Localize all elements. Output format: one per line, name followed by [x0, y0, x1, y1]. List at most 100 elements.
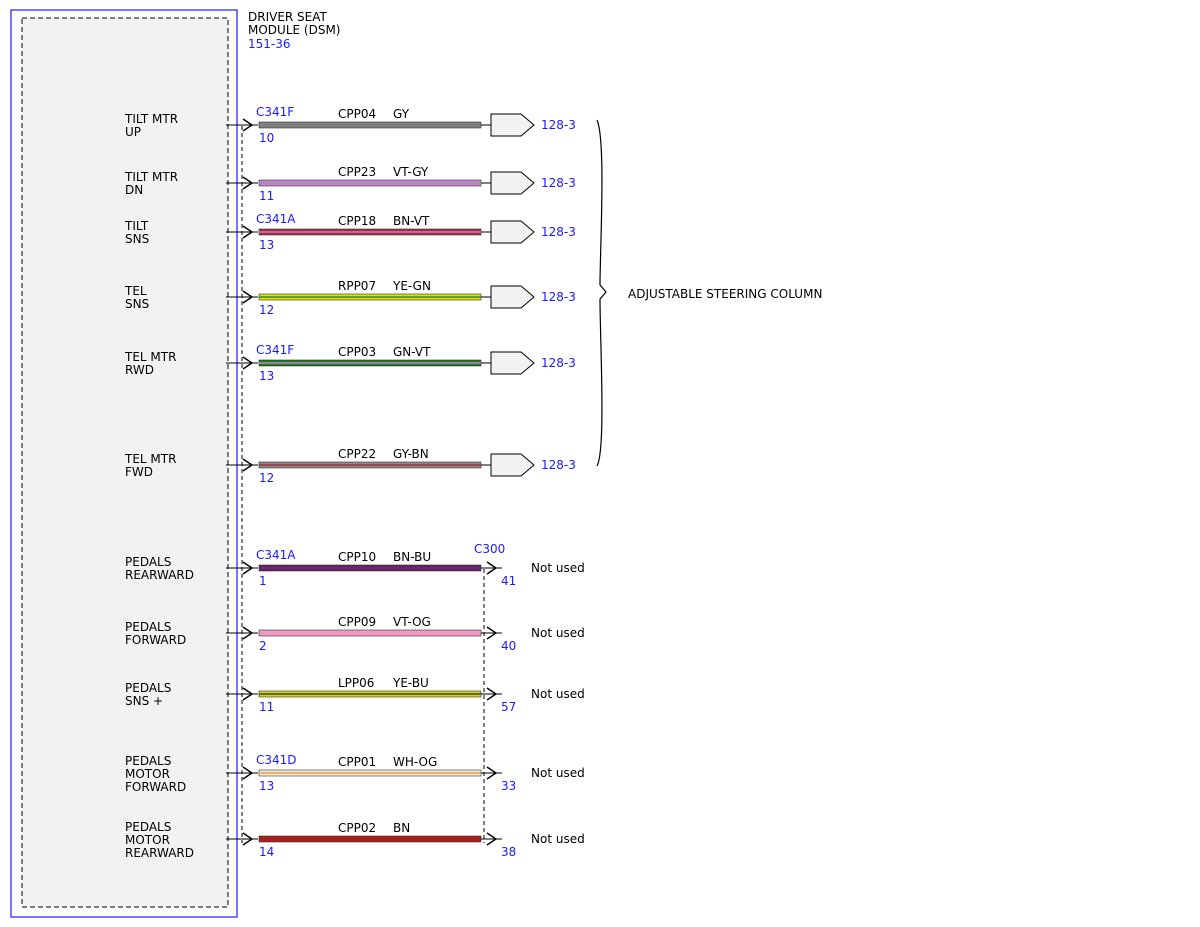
page-reference-flag-icon: [490, 113, 535, 137]
pin-label: PEDALS: [125, 820, 171, 834]
pin-label: PEDALS: [125, 754, 171, 768]
module-name-line2: MODULE (DSM): [248, 23, 340, 37]
pin-label: REARWARD: [125, 846, 194, 860]
pin-arrow-icon: [242, 626, 254, 640]
circuit-id: CPP02: [338, 821, 376, 835]
page-reference-link[interactable]: 128-3: [541, 176, 576, 190]
pin-label: FORWARD: [125, 780, 186, 794]
circuit-id: RPP07: [338, 279, 376, 293]
circuit-id: CPP18: [338, 214, 376, 228]
page-reference-flag-icon: [490, 220, 535, 244]
circuit-id: CPP09: [338, 615, 376, 629]
pin-label: TILT MTR: [124, 112, 178, 126]
module-name-line1: DRIVER SEAT: [248, 10, 328, 24]
pin-label: DN: [125, 183, 143, 197]
pin-arrow-icon: [242, 356, 254, 370]
wire-color-code: GY-BN: [393, 447, 429, 461]
end-connector-label: C300: [474, 542, 505, 556]
module-ref-link[interactable]: 151-36: [248, 37, 291, 51]
end-pin-number: 40: [501, 639, 516, 653]
page-reference-link[interactable]: 128-3: [541, 225, 576, 239]
wire-color-code: YE-BU: [392, 676, 429, 690]
pin-label: UP: [125, 125, 141, 139]
wire-color-code: GY: [393, 107, 410, 121]
pin-number: 13: [259, 369, 274, 383]
pin-arrow-icon: [242, 290, 254, 304]
end-pin-number: 38: [501, 845, 516, 859]
wire-color-code: GN-VT: [393, 345, 431, 359]
page-reference-link[interactable]: 128-3: [541, 356, 576, 370]
pin-label: MOTOR: [125, 833, 170, 847]
pin-arrow-icon: [242, 561, 254, 575]
pin-label: SNS +: [125, 694, 163, 708]
pin-number: 13: [259, 238, 274, 252]
pin-arrow-icon: [242, 176, 254, 190]
connector-label: C341F: [256, 105, 294, 119]
pin-arrow-icon: [242, 766, 254, 780]
steering-column-brace: [596, 119, 607, 467]
steering-column-label: ADJUSTABLE STEERING COLUMN: [628, 287, 822, 301]
pin-number: 11: [259, 700, 274, 714]
page-reference-link[interactable]: 128-3: [541, 118, 576, 132]
not-used-label: Not used: [531, 766, 585, 780]
pin-label: TEL MTR: [124, 350, 176, 364]
page-reference-flag-icon: [490, 171, 535, 195]
pin-number: 12: [259, 303, 274, 317]
circuit-id: CPP22: [338, 447, 376, 461]
pin-label: PEDALS: [125, 620, 171, 634]
wire-color-code: BN: [393, 821, 410, 835]
pin-arrow-icon: [242, 832, 254, 846]
module-inner-body: [21, 17, 229, 908]
pin-label: TILT MTR: [124, 170, 178, 184]
pin-arrow-icon: [242, 687, 254, 701]
pin-number: 11: [259, 189, 274, 203]
end-pin-number: 33: [501, 779, 516, 793]
page-reference-link[interactable]: 128-3: [541, 290, 576, 304]
page-reference-flag-icon: [490, 453, 535, 477]
wire-color-code: BN-VT: [393, 214, 430, 228]
pin-number: 13: [259, 779, 274, 793]
module-outer-frame: [10, 9, 238, 918]
pin-label: FORWARD: [125, 633, 186, 647]
not-used-label: Not used: [531, 687, 585, 701]
pin-label: REARWARD: [125, 568, 194, 582]
wire: [258, 121, 482, 129]
pin-number: 10: [259, 131, 274, 145]
connector-label: C341A: [256, 212, 296, 226]
pin-number: 1: [259, 574, 267, 588]
wire: [258, 629, 482, 637]
pin-label: SNS: [125, 297, 149, 311]
page-reference-flag-icon: [490, 351, 535, 375]
end-pin-number: 41: [501, 574, 516, 588]
pin-label: TEL: [124, 284, 147, 298]
not-used-label: Not used: [531, 561, 585, 575]
pin-arrow-icon: [242, 118, 254, 132]
end-pin-arrow-icon: [486, 687, 498, 701]
connector-label: C341A: [256, 548, 296, 562]
wire-color-code: WH-OG: [393, 755, 437, 769]
pin-label: TEL MTR: [124, 452, 176, 466]
end-pin-arrow-icon: [486, 832, 498, 846]
pin-label: SNS: [125, 232, 149, 246]
page-reference-link[interactable]: 128-3: [541, 458, 576, 472]
not-used-label: Not used: [531, 626, 585, 640]
pin-arrow-icon: [242, 225, 254, 239]
end-pin-number: 57: [501, 700, 516, 714]
circuit-id: CPP23: [338, 165, 376, 179]
wire: [258, 835, 482, 843]
pin-number: 2: [259, 639, 267, 653]
pin-label: PEDALS: [125, 681, 171, 695]
page-reference-flag-icon: [490, 285, 535, 309]
pin-label: PEDALS: [125, 555, 171, 569]
pin-arrow-icon: [242, 458, 254, 472]
wire-color-code: YE-GN: [392, 279, 431, 293]
pin-label: TILT: [124, 219, 149, 233]
circuit-id: CPP10: [338, 550, 376, 564]
circuit-id: CPP04: [338, 107, 376, 121]
circuit-id: LPP06: [338, 676, 374, 690]
circuit-id: CPP03: [338, 345, 376, 359]
pin-number: 12: [259, 471, 274, 485]
circuit-id: CPP01: [338, 755, 376, 769]
